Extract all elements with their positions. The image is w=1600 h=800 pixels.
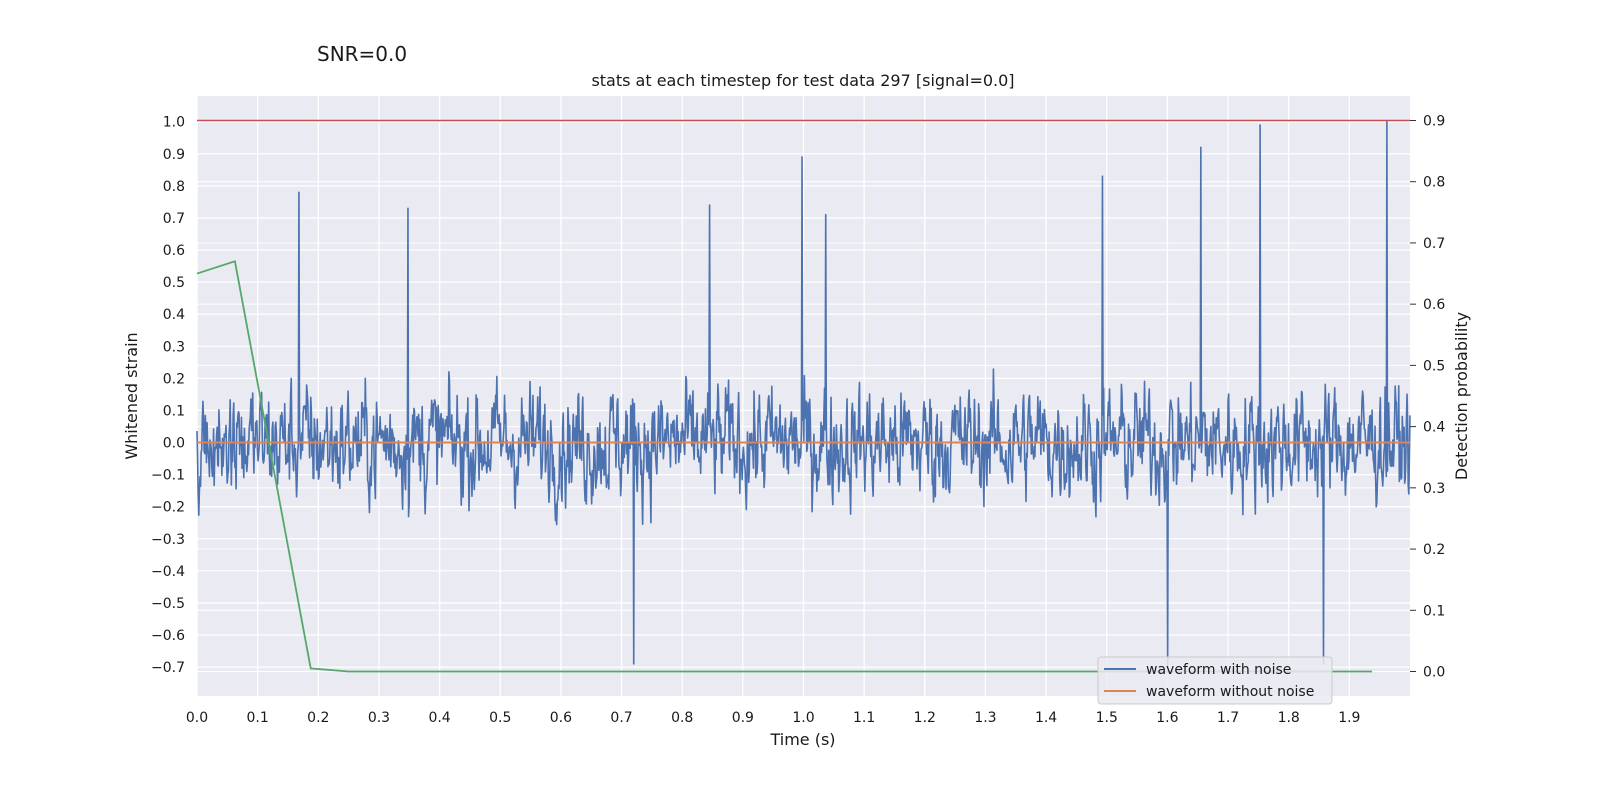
y-tick-label: 0.8 bbox=[163, 179, 185, 195]
x-tick-label: 0.1 bbox=[247, 710, 269, 726]
y-tick-label: 0.2 bbox=[163, 371, 185, 387]
right-tick-label: 0.4 bbox=[1423, 420, 1445, 436]
x-tick-label: 1.5 bbox=[1096, 710, 1118, 726]
y-tick-label: 1.0 bbox=[163, 115, 185, 131]
x-tick-label: 0.9 bbox=[732, 710, 754, 726]
x-tick-label: 0.5 bbox=[489, 710, 511, 726]
right-tick-label: 0.5 bbox=[1423, 358, 1445, 374]
x-tick-label: 0.3 bbox=[368, 710, 390, 726]
y-tick-label: −0.7 bbox=[151, 660, 185, 676]
right-tick-label: 0.8 bbox=[1423, 175, 1445, 191]
snr-suptitle: SNR=0.0 bbox=[317, 42, 407, 66]
x-tick-label: 1.3 bbox=[974, 710, 996, 726]
right-tick-label: 0.6 bbox=[1423, 297, 1445, 313]
y-tick-label: −0.6 bbox=[151, 628, 185, 644]
x-tick-label: 1.0 bbox=[792, 710, 814, 726]
x-tick-label: 1.7 bbox=[1217, 710, 1239, 726]
y-tick-label: −0.5 bbox=[151, 596, 185, 612]
right-tick-label: 0.1 bbox=[1423, 603, 1445, 619]
legend-label-waveform-with-noise: waveform with noise bbox=[1146, 662, 1291, 678]
x-tick-label: 1.8 bbox=[1278, 710, 1300, 726]
chart-title: stats at each timestep for test data 297… bbox=[591, 71, 1014, 90]
right-tick-label: 0.0 bbox=[1423, 665, 1445, 681]
x-axis-ticks: 0.0 0.1 0.2 0.3 0.4 0.5 0.6 0.7 0.8 0.9 1.0 1.1 1.2 1… bbox=[186, 710, 1361, 726]
right-tick-label: 0.3 bbox=[1423, 481, 1445, 497]
y-tick-label: −0.1 bbox=[151, 468, 185, 484]
x-tick-label: 0.4 bbox=[428, 710, 450, 726]
y-tick-label: 0.5 bbox=[163, 275, 185, 291]
y-tick-label: −0.2 bbox=[151, 500, 185, 516]
y-tick-label: −0.4 bbox=[151, 564, 185, 580]
x-tick-label: 0.7 bbox=[610, 710, 632, 726]
x-tick-label: 0.6 bbox=[550, 710, 572, 726]
legend-box bbox=[1097, 656, 1333, 705]
x-tick-label: 1.2 bbox=[914, 710, 936, 726]
right-tick-label: 0.2 bbox=[1423, 542, 1445, 558]
y-tick-label: 0.6 bbox=[163, 243, 185, 259]
x-tick-label: 0.0 bbox=[186, 710, 208, 726]
x-tick-label: 1.4 bbox=[1035, 710, 1057, 726]
x-tick-label: 1.6 bbox=[1156, 710, 1178, 726]
y-tick-label: 0.0 bbox=[163, 436, 185, 452]
y-axis-ticks: 1.0 0.9 0.8 0.7 0.6 0.5 0.4 0.3 0.2 0.1 0.0 −0.1 −0.… bbox=[151, 115, 185, 676]
x-axis-label: Time (s) bbox=[769, 730, 835, 749]
x-tick-label: 0.2 bbox=[307, 710, 329, 726]
legend-label-waveform-without-noise: waveform without noise bbox=[1146, 684, 1314, 700]
x-tick-label: 1.9 bbox=[1338, 710, 1360, 726]
series-waveform-with-noise bbox=[196, 120, 1411, 668]
y-tick-label: 0.4 bbox=[163, 307, 185, 323]
right-tick-label: 0.9 bbox=[1423, 113, 1445, 129]
x-tick-label: 0.8 bbox=[671, 710, 693, 726]
series-detection-probability bbox=[196, 260, 1373, 673]
y-tick-label: −0.3 bbox=[151, 532, 185, 548]
legend: waveform with noise waveform without noi… bbox=[1097, 656, 1333, 705]
y-tick-label: 0.1 bbox=[163, 403, 185, 419]
right-axis-ticks: 0.9 0.8 0.7 0.6 0.5 0.4 0.3 0.2 0.1 0.0 bbox=[1410, 113, 1445, 681]
y-tick-label: 0.3 bbox=[163, 339, 185, 355]
y-tick-label: 0.7 bbox=[163, 211, 185, 227]
right-tick-label: 0.7 bbox=[1423, 236, 1445, 252]
y-tick-label: 0.9 bbox=[163, 147, 185, 163]
y-axis-label: Whitened strain bbox=[122, 332, 141, 459]
x-tick-label: 1.1 bbox=[853, 710, 875, 726]
right-axis-label: Detection probability bbox=[1452, 312, 1471, 480]
